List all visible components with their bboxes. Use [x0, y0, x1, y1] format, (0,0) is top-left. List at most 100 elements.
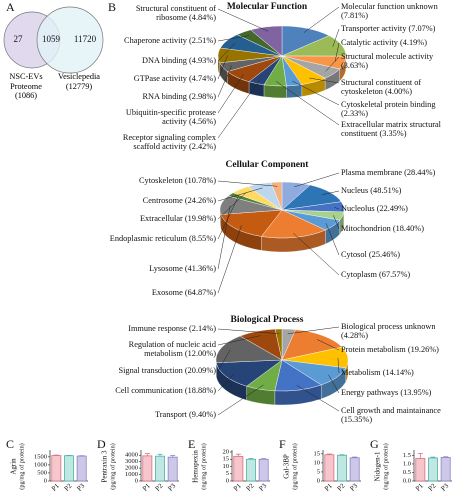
panel-label: A [6, 0, 15, 14]
slice-value: (7.07%) [408, 24, 436, 33]
slice-value: (19.98%) [184, 214, 216, 223]
slice-name: GTPase activity [133, 74, 187, 83]
slice-label: Endoplasmic reticulum (8.55%) [104, 234, 216, 243]
slice-value: (24.26%) [184, 196, 216, 205]
slice-value: (2.14%) [189, 324, 216, 333]
y-tick-label: 1000 [34, 461, 47, 468]
leader-line [217, 192, 247, 220]
leader-line [217, 373, 235, 392]
slice-name: Chaperone activity [124, 36, 187, 45]
slice-value: (10.78%) [184, 176, 216, 185]
slice-name: Cytoskeletal protein binding [341, 100, 436, 109]
slice-name: Regulation of nucleic acid metabolism [128, 340, 216, 358]
x-tick-label: P2 [154, 482, 165, 493]
pie-slice [261, 209, 326, 239]
x-tick-label: P2 [245, 482, 256, 493]
leader-line [217, 225, 242, 294]
y-axis-unit: (pg/mg of protein) [109, 443, 116, 490]
slice-name: Protein metabolism [341, 345, 406, 354]
slice-label: Nucleus (48.51%) [341, 186, 455, 195]
pie-slice-side [263, 84, 287, 99]
panel-label: G [370, 437, 379, 451]
slice-label: Mitochondrion (18.40%) [341, 224, 455, 233]
y-axis-unit: (ng/mg of protein) [382, 443, 389, 490]
venn-set-size: (12779) [65, 81, 93, 91]
slice-label: DNA binding (4.93%) [104, 56, 216, 65]
slice-label: Ubiquitin-specific protease activity (4.… [104, 108, 216, 126]
y-tick-label: 500 [37, 469, 47, 476]
slice-name: Cell growth and maintainance [341, 406, 441, 415]
slice-name: Receptor signaling complex scaffold acti… [122, 133, 216, 151]
x-tick-label: P3 [166, 482, 177, 493]
leader-line [217, 328, 280, 334]
slice-value: (22.49%) [376, 204, 408, 213]
pie-title: Biological Process [231, 315, 304, 325]
venn-set-name: NSC-EVs Proteome [9, 72, 43, 91]
slice-label: Transporter activity (7.07%) [341, 24, 455, 33]
slice-name: Ubiquitin-specific protease activity [125, 108, 216, 126]
slice-value: (41.36%) [184, 264, 216, 273]
slice-value: (48.51%) [370, 186, 402, 195]
venn-count: 1059 [42, 34, 61, 44]
x-tick-label: P2 [336, 482, 347, 493]
pie-title: Molecular Function [227, 2, 308, 12]
slice-value: (8.55%) [189, 234, 216, 243]
slice-label: Cytoplasm (67.57%) [341, 270, 455, 279]
leader-line [325, 223, 340, 256]
slice-name: Lysosome [149, 264, 183, 273]
bar [337, 454, 347, 482]
panel-label: F [279, 437, 286, 451]
venn-set-name: Vesiclepedia [58, 72, 100, 81]
leader-line [334, 42, 340, 62]
panel-label: E [188, 437, 195, 451]
venn-set-label: NSC-EVs Proteome (1086) [2, 72, 50, 101]
slice-name: RNA binding [142, 92, 187, 101]
slice-name: Centrosome [142, 196, 183, 205]
x-tick-label: P1 [141, 482, 152, 493]
slice-label: Cytoskeletal protein binding (2.33%) [341, 100, 455, 118]
leader-line [316, 339, 340, 351]
pie-slice [216, 359, 283, 387]
slice-value: (12.00%) [184, 349, 216, 358]
slice-label: Centrosome (24.26%) [104, 196, 216, 205]
slice-value: (7.81%) [341, 11, 368, 20]
leader-line [217, 8, 269, 32]
bar [258, 458, 269, 482]
slice-name: Structural molecule activity [341, 52, 434, 61]
y-axis-unit: (pg/mg of protein) [18, 443, 25, 490]
y-axis-title: Nidogen-1 [374, 451, 382, 481]
slice-label: Exosome (64.87%) [104, 288, 216, 297]
y-axis-title: Agrin [10, 458, 18, 475]
leader-line [217, 384, 264, 416]
bar [76, 455, 87, 482]
leader-line [275, 81, 340, 126]
bar [51, 455, 62, 482]
leader-line [328, 374, 340, 394]
slice-value: (18.88%) [184, 386, 216, 395]
bar [324, 454, 335, 482]
slice-name: Signal transduction [118, 366, 183, 375]
slice-value: (2.42%) [189, 142, 216, 151]
slice-label: Cell growth and maintainance (15.35%) [341, 406, 455, 424]
leader-line [322, 190, 340, 195]
slice-label: Transport (9.40%) [104, 410, 216, 419]
bar [142, 455, 153, 482]
slice-name: Cytosol [341, 250, 367, 259]
leader-line [217, 42, 236, 62]
slice-value: (4.74%) [189, 74, 216, 83]
bar [246, 458, 256, 482]
leader-line [217, 79, 261, 139]
leader-line [337, 357, 340, 374]
y-tick-label: 0.5 [403, 469, 411, 476]
slice-name: Extracellular [139, 214, 183, 223]
y-tick-label: 0 [226, 477, 229, 484]
leader-line [292, 80, 340, 106]
y-tick-label: 15 [314, 450, 321, 457]
slice-value: (4.93%) [189, 56, 216, 65]
slice-value: (67.57%) [379, 270, 411, 279]
slice-label: Molecular function unknown (7.81%) [341, 2, 455, 20]
x-tick-label: P1 [414, 482, 425, 493]
y-tick-label: 1.0 [403, 460, 411, 467]
slice-name: Structural constituent of cytoskeleton [341, 78, 422, 96]
leader-line [217, 196, 239, 240]
